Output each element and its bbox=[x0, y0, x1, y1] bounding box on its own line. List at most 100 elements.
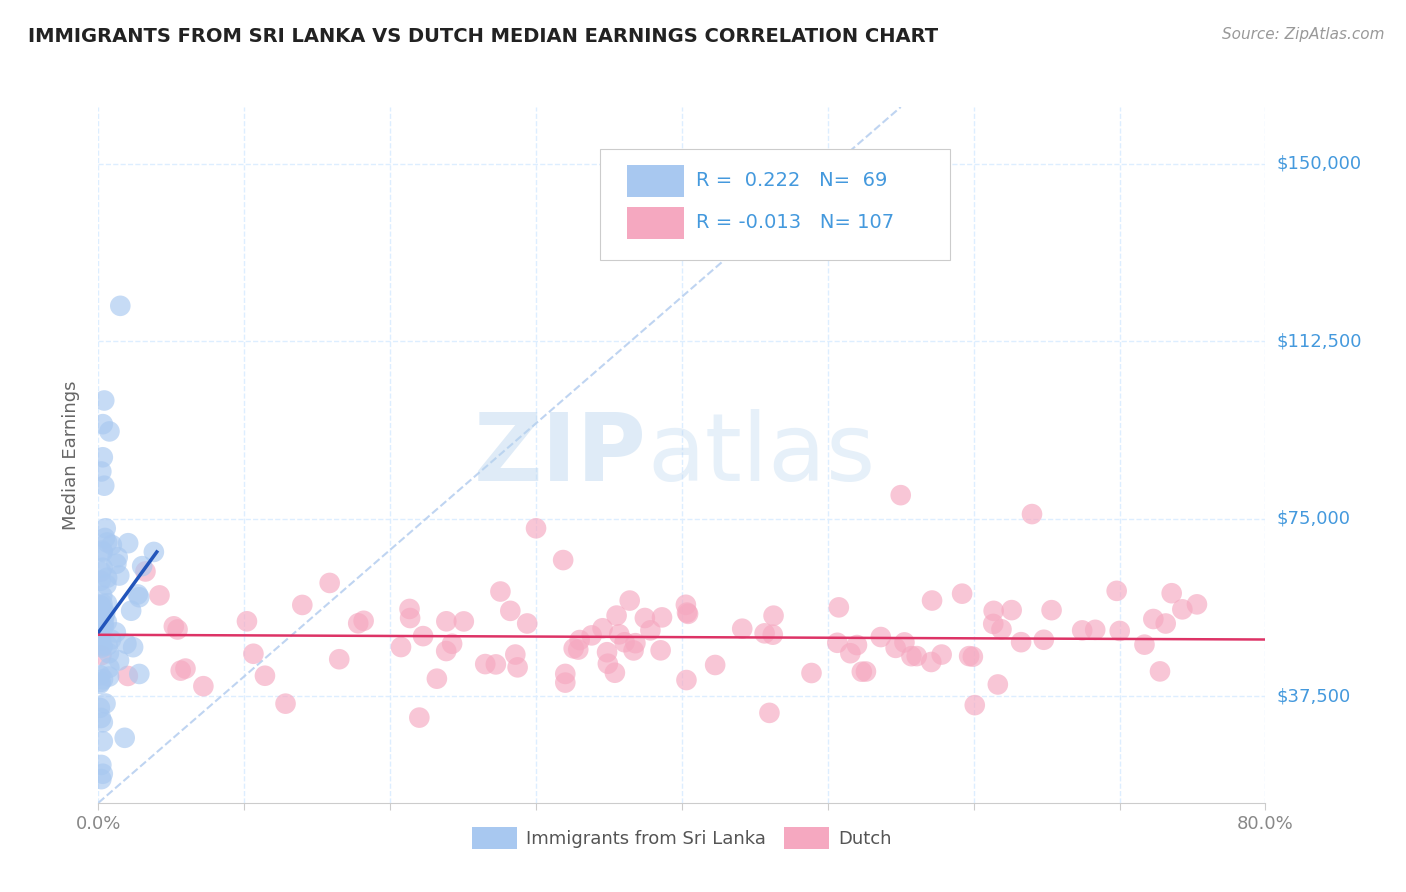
Point bbox=[1010, 635, 1032, 649]
Point bbox=[91, 639, 114, 653]
Point bbox=[90, 648, 112, 662]
Point bbox=[91, 545, 114, 559]
Point bbox=[94, 606, 117, 620]
Point bbox=[193, 679, 215, 693]
Point bbox=[846, 638, 869, 652]
Text: R =  0.222   N=  69: R = 0.222 N= 69 bbox=[696, 171, 887, 190]
Point bbox=[90, 674, 112, 689]
Point bbox=[89, 631, 111, 645]
Point bbox=[148, 588, 170, 602]
Point bbox=[1142, 612, 1164, 626]
Point bbox=[592, 621, 614, 635]
Text: $75,000: $75,000 bbox=[1277, 510, 1351, 528]
Point bbox=[91, 715, 114, 730]
Point bbox=[758, 706, 780, 720]
Point bbox=[93, 478, 115, 492]
Text: Source: ZipAtlas.com: Source: ZipAtlas.com bbox=[1222, 27, 1385, 42]
Point bbox=[93, 393, 115, 408]
Point bbox=[98, 661, 121, 675]
Point bbox=[921, 593, 943, 607]
Point bbox=[94, 521, 117, 535]
Point bbox=[253, 669, 276, 683]
Text: ZIP: ZIP bbox=[474, 409, 647, 501]
Point bbox=[1154, 616, 1177, 631]
Point bbox=[412, 629, 434, 643]
Point bbox=[607, 627, 630, 641]
Point bbox=[291, 598, 314, 612]
Point bbox=[800, 665, 823, 680]
Point bbox=[90, 574, 112, 588]
Point bbox=[91, 450, 114, 465]
Point bbox=[96, 535, 118, 549]
Point bbox=[828, 600, 851, 615]
Point bbox=[90, 711, 112, 725]
Point bbox=[900, 649, 922, 664]
Point bbox=[1071, 624, 1094, 638]
Point bbox=[762, 628, 785, 642]
Point bbox=[884, 640, 907, 655]
Point bbox=[142, 545, 165, 559]
Point bbox=[516, 616, 538, 631]
Point bbox=[101, 538, 124, 552]
Point bbox=[108, 653, 131, 667]
Text: $150,000: $150,000 bbox=[1277, 155, 1361, 173]
Point bbox=[634, 611, 657, 625]
Point bbox=[90, 758, 112, 772]
Point bbox=[97, 639, 120, 653]
Point bbox=[96, 571, 118, 585]
Text: IMMIGRANTS FROM SRI LANKA VS DUTCH MEDIAN EARNINGS CORRELATION CHART: IMMIGRANTS FROM SRI LANKA VS DUTCH MEDIA… bbox=[28, 27, 938, 45]
Point bbox=[619, 593, 641, 607]
Point bbox=[827, 636, 849, 650]
Point bbox=[553, 553, 575, 567]
Point bbox=[166, 623, 188, 637]
Point bbox=[91, 766, 114, 780]
Point bbox=[1040, 603, 1063, 617]
Point bbox=[489, 584, 512, 599]
Point bbox=[115, 637, 138, 651]
Point bbox=[91, 560, 114, 574]
Point bbox=[93, 619, 115, 633]
Point bbox=[623, 643, 645, 657]
Point bbox=[110, 299, 132, 313]
Point bbox=[90, 632, 112, 647]
Point bbox=[920, 655, 942, 669]
Point bbox=[97, 646, 120, 660]
Point bbox=[905, 649, 928, 664]
Point bbox=[855, 665, 877, 679]
Point bbox=[89, 628, 111, 642]
Point bbox=[1171, 602, 1194, 616]
Point bbox=[89, 633, 111, 648]
Point bbox=[987, 677, 1010, 691]
Point bbox=[389, 640, 412, 654]
Text: $37,500: $37,500 bbox=[1277, 688, 1351, 706]
Point bbox=[1001, 603, 1024, 617]
Point bbox=[96, 578, 118, 592]
Point bbox=[89, 617, 111, 632]
Point bbox=[328, 652, 350, 666]
Point bbox=[94, 697, 117, 711]
Point bbox=[554, 675, 576, 690]
Point bbox=[90, 772, 112, 786]
Point bbox=[426, 672, 449, 686]
Point bbox=[1108, 624, 1130, 638]
Point bbox=[675, 598, 697, 612]
Point bbox=[90, 543, 112, 558]
Legend: Immigrants from Sri Lanka, Dutch: Immigrants from Sri Lanka, Dutch bbox=[465, 820, 898, 856]
Point bbox=[122, 640, 145, 655]
Point bbox=[117, 669, 139, 683]
Point bbox=[1185, 598, 1208, 612]
Point bbox=[91, 640, 114, 655]
Point bbox=[91, 589, 114, 603]
Point bbox=[453, 615, 475, 629]
Point bbox=[613, 635, 636, 649]
Point bbox=[1032, 632, 1054, 647]
Point bbox=[754, 626, 776, 640]
Point bbox=[91, 597, 114, 611]
Point bbox=[93, 610, 115, 624]
Point bbox=[839, 646, 862, 660]
Point bbox=[120, 604, 142, 618]
Point bbox=[347, 616, 370, 631]
Point bbox=[931, 648, 953, 662]
Point bbox=[90, 565, 112, 579]
Point bbox=[89, 668, 111, 682]
